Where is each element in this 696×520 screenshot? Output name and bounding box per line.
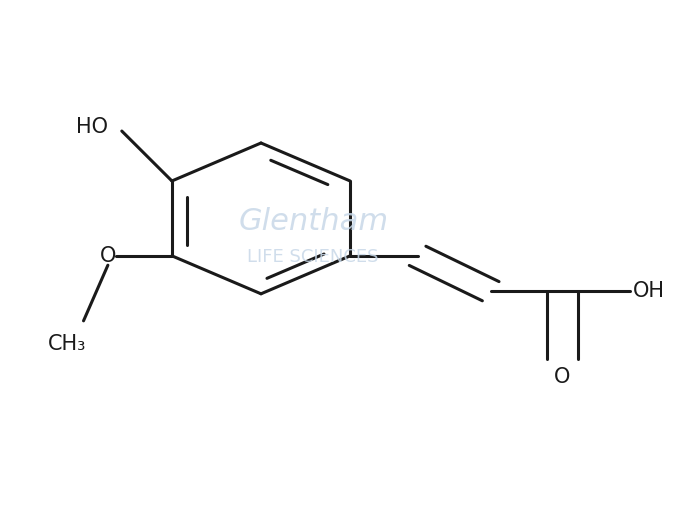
Text: HO: HO [76, 118, 108, 137]
Text: O: O [100, 246, 116, 266]
Text: CH₃: CH₃ [48, 334, 87, 354]
Text: O: O [554, 367, 571, 386]
Text: OH: OH [633, 281, 665, 301]
Text: LIFE SCIENCES: LIFE SCIENCES [248, 249, 379, 266]
Text: Glentham: Glentham [238, 206, 388, 236]
